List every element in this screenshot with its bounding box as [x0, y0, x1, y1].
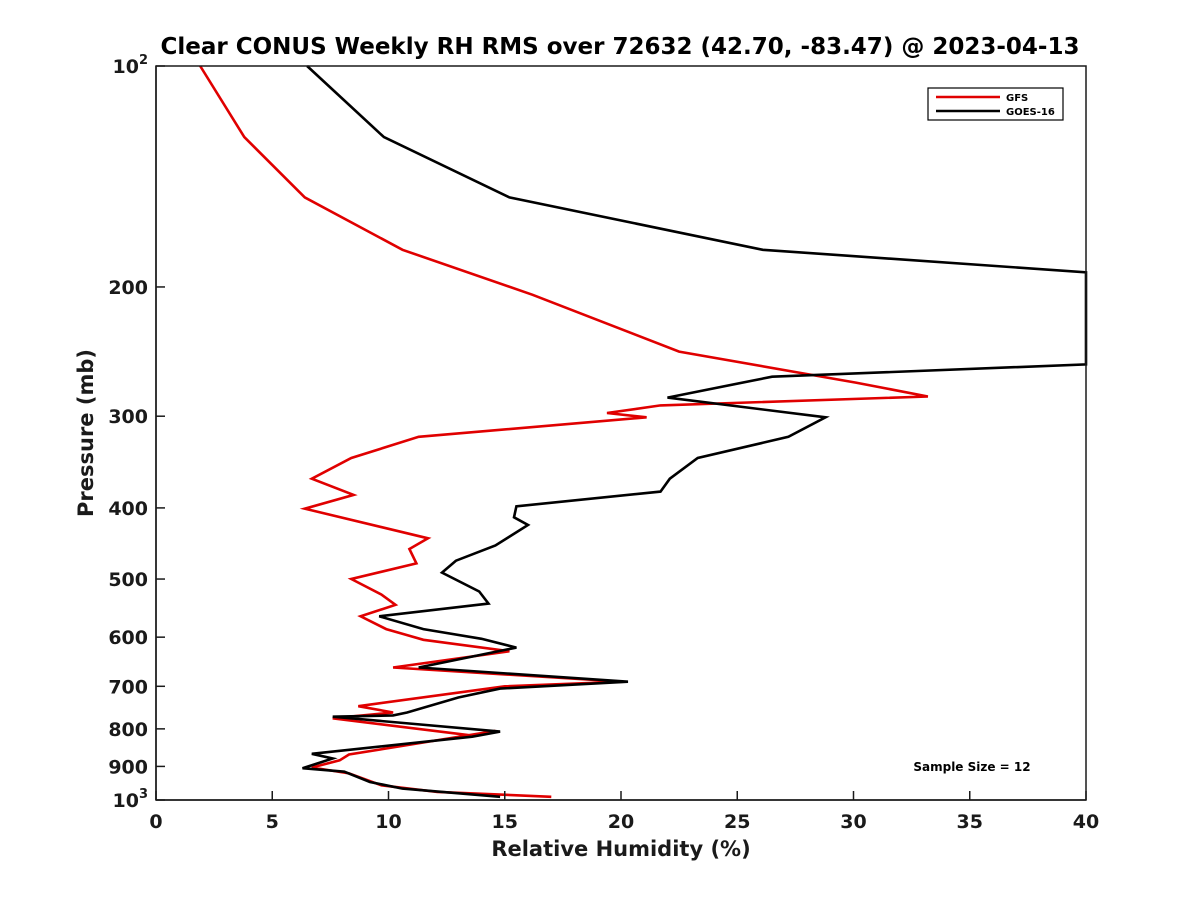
y-ticks: 102 200 300 400 500 600 700 800 900 103 — [108, 53, 165, 812]
chart-title: Clear CONUS Weekly RH RMS over 72632 (42… — [161, 34, 1080, 60]
y-tick-label: 200 — [108, 277, 148, 299]
y-tick-label: 500 — [108, 569, 148, 591]
series-layer — [199, 65, 1088, 799]
y-tick-label: 700 — [108, 676, 148, 698]
legend-box — [927, 87, 1064, 121]
legend: GFS GOES-16 — [927, 87, 1064, 121]
y-tick-label: 300 — [108, 406, 148, 428]
x-tick-label: 5 — [266, 811, 279, 833]
legend-label-gfs: GFS — [1006, 93, 1028, 104]
x-tick-label: 15 — [492, 811, 518, 833]
x-tick-label: 40 — [1073, 811, 1099, 833]
x-ticks: 0 5 10 15 20 25 30 35 40 — [149, 791, 1099, 833]
x-tick-label: 30 — [840, 811, 866, 833]
x-axis-label: Relative Humidity (%) — [491, 837, 750, 861]
x-tick-label: 25 — [724, 811, 750, 833]
y-tick-label: 600 — [108, 627, 148, 649]
y-tick-label: 400 — [108, 498, 148, 520]
y-tick-label: 800 — [108, 719, 148, 741]
x-tick-label: 10 — [375, 811, 401, 833]
x-tick-label: 0 — [149, 811, 162, 833]
sample-size-annotation: Sample Size = 12 — [913, 760, 1030, 774]
x-tick-label: 35 — [957, 811, 983, 833]
series-line-goes-16 — [302, 65, 1088, 799]
series-line-gfs — [199, 65, 929, 799]
y-axis-label: Pressure (mb) — [74, 349, 98, 517]
plot-frame — [155, 65, 1087, 801]
y-tick-label: 102 — [113, 53, 149, 78]
x-tick-label: 20 — [608, 811, 634, 833]
y-tick-label: 103 — [113, 787, 149, 812]
legend-label-goes-16: GOES-16 — [1006, 107, 1055, 118]
y-tick-label: 900 — [108, 756, 148, 778]
